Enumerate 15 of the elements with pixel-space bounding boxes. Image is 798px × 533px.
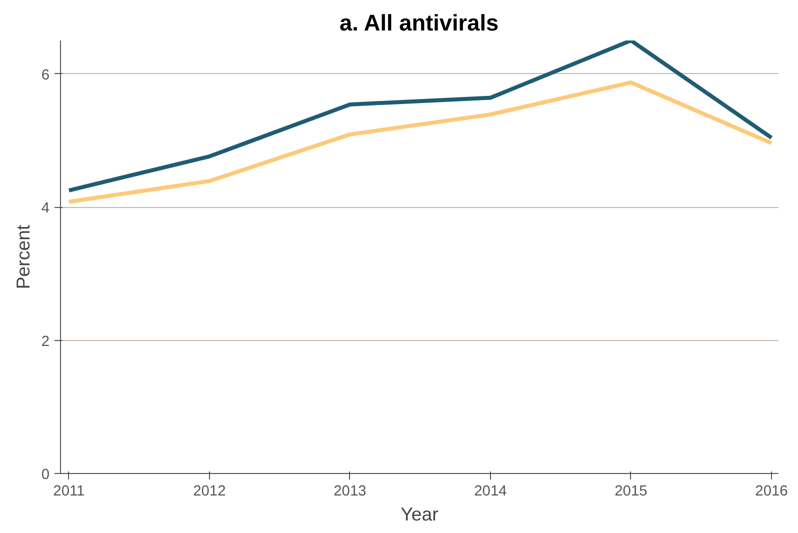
y-tick-label: 2 xyxy=(41,334,50,350)
x-tick-label: 2015 xyxy=(614,484,648,500)
x-tick-label: 2011 xyxy=(53,484,85,500)
x-tick-label: 2014 xyxy=(474,484,507,500)
x-axis-title: Year xyxy=(400,504,438,524)
x-tick-label: 2013 xyxy=(334,484,366,500)
chart-title: a. All antivirals xyxy=(340,10,499,36)
x-tick-label: 2016 xyxy=(755,484,788,500)
y-tick-label: 0 xyxy=(41,467,50,483)
y-tick-label: 4 xyxy=(41,200,50,217)
line-series xyxy=(66,80,774,204)
y-axis-title: Percent xyxy=(12,224,34,290)
line-series xyxy=(66,40,774,192)
y-tick-label: 6 xyxy=(41,67,50,84)
x-tick-label: 2012 xyxy=(193,484,226,500)
